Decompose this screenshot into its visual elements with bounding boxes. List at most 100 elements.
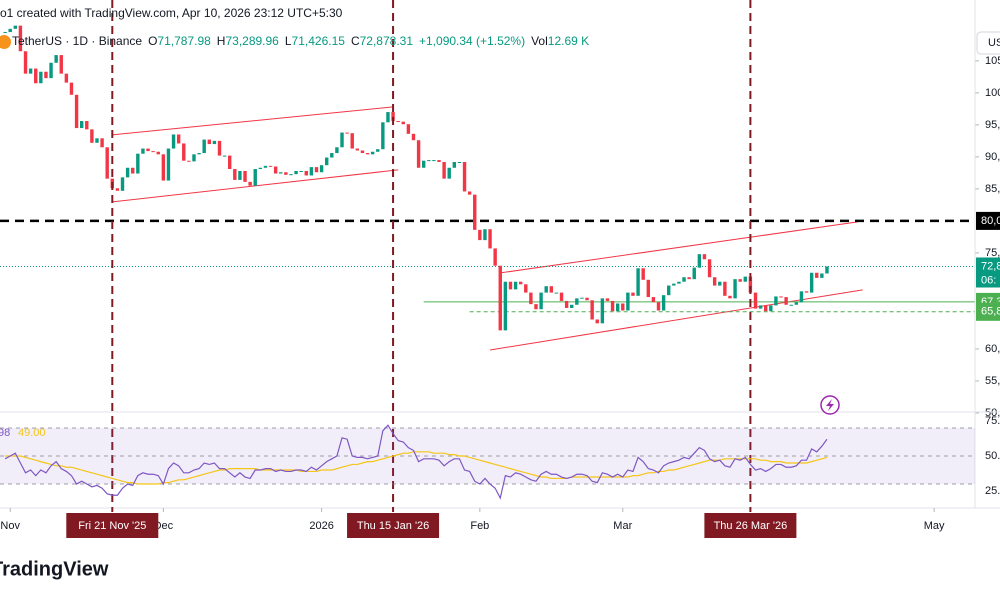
candle <box>13 25 18 29</box>
candle <box>508 281 513 290</box>
candle <box>350 133 354 149</box>
level-label-box <box>976 302 1000 321</box>
candle <box>483 229 487 241</box>
candle <box>325 157 329 166</box>
candle <box>233 169 237 180</box>
candle <box>600 298 605 324</box>
candle <box>396 121 400 123</box>
candle <box>432 160 436 162</box>
candle <box>253 169 257 186</box>
y-tick-label: 95,000 <box>985 119 1000 131</box>
candle <box>764 305 768 312</box>
candle <box>187 160 191 162</box>
trendline <box>112 169 399 203</box>
candle <box>646 279 650 298</box>
candle <box>161 154 166 181</box>
currency-button[interactable] <box>976 31 1000 55</box>
candle <box>64 73 69 83</box>
y-tick-label: 50,000 <box>985 407 1000 419</box>
candle <box>370 151 375 155</box>
x-tick-label: May <box>924 520 945 532</box>
candle <box>3 32 7 34</box>
candle <box>421 160 426 168</box>
symbol-line: TetherUS · 1D · Binance O71,787.98 H73,289… <box>12 34 589 48</box>
x-tick-label: Nov <box>0 520 20 532</box>
candle <box>447 167 451 179</box>
candle <box>774 296 778 306</box>
candle <box>656 302 661 311</box>
candle <box>478 229 482 241</box>
candle <box>779 296 783 298</box>
candle <box>580 297 584 299</box>
candle <box>391 112 395 122</box>
candle <box>621 303 625 311</box>
candle <box>18 25 23 52</box>
y-tick-label: 60,000 <box>985 343 1000 355</box>
candle <box>192 154 196 162</box>
candle <box>743 276 747 282</box>
marker-label: Thu 26 Mar '26 <box>714 520 788 532</box>
candle <box>564 300 569 308</box>
candle <box>309 167 314 176</box>
y-tick-label: 90,000 <box>985 151 1000 163</box>
candle <box>462 162 467 192</box>
candle <box>769 305 773 312</box>
candle <box>222 155 227 157</box>
candle <box>23 51 28 74</box>
candle <box>452 162 457 168</box>
candle <box>524 284 528 293</box>
candle <box>672 283 676 286</box>
x-tick-label: Mar <box>613 520 632 532</box>
candle <box>784 297 788 305</box>
candle <box>39 71 43 84</box>
candle <box>651 297 656 303</box>
candle <box>605 298 610 301</box>
rsi-tick-label: 75.00 <box>985 415 1000 427</box>
candle <box>615 303 620 312</box>
trendline <box>112 106 394 136</box>
marker-label: Fri 21 Nov '25 <box>78 520 146 532</box>
candle <box>355 148 360 151</box>
candle <box>539 292 543 310</box>
candle <box>442 162 446 179</box>
last-price-box <box>976 257 1000 288</box>
candle <box>299 170 303 172</box>
candle <box>467 191 472 195</box>
rsi-legend-value: 49.00 <box>18 427 46 439</box>
candle <box>90 129 94 143</box>
candle <box>238 170 242 180</box>
currency[interactable]: US <box>988 37 1000 49</box>
rsi-line <box>5 451 828 485</box>
candle <box>115 188 120 191</box>
candle <box>69 82 74 95</box>
ohlc-value: 71,426.15 <box>292 34 346 48</box>
candle <box>534 304 538 310</box>
candle <box>49 62 53 79</box>
ohlc-label: L <box>285 34 292 48</box>
candle <box>758 305 763 309</box>
candle <box>228 155 232 170</box>
ohlc-label: H <box>217 34 226 48</box>
candle <box>687 277 691 280</box>
candle <box>401 121 405 125</box>
candle <box>549 286 554 293</box>
candle <box>473 194 477 230</box>
candle <box>411 133 416 141</box>
candle <box>794 302 799 305</box>
candle <box>319 165 324 173</box>
rsi-line <box>4 424 828 500</box>
marker-box <box>66 513 159 538</box>
y-tick-label: 85,000 <box>985 183 1000 195</box>
candle <box>44 71 48 79</box>
candle <box>406 124 411 134</box>
candle <box>34 68 38 84</box>
watermark: o1 created with TradingView.com, Apr 10,… <box>0 6 343 20</box>
candle <box>151 151 155 153</box>
candle <box>728 295 732 299</box>
candle <box>79 121 84 129</box>
candle <box>718 281 722 286</box>
candle <box>590 300 594 320</box>
candle <box>217 140 222 156</box>
candle <box>641 268 645 280</box>
